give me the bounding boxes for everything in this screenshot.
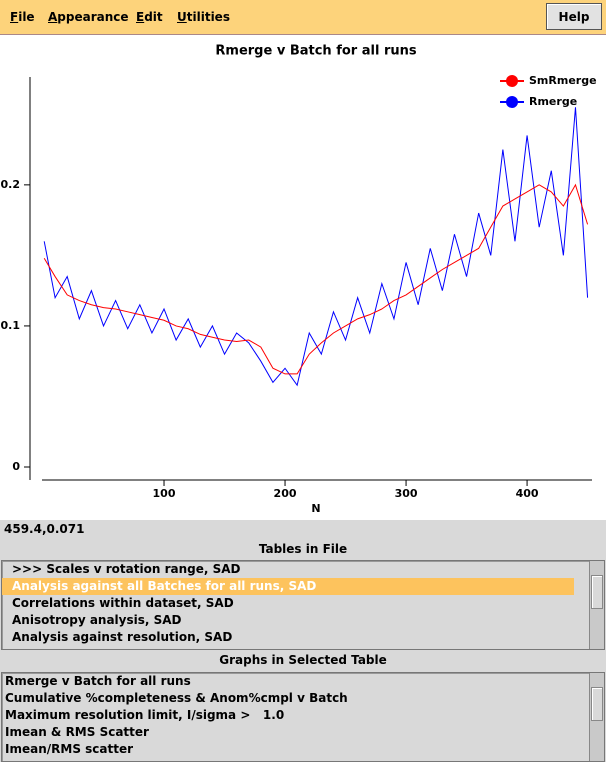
scroll-thumb[interactable] — [591, 687, 603, 721]
x-axis-label: N — [311, 502, 320, 515]
scrollbar[interactable] — [589, 673, 604, 761]
menu-edit[interactable]: Edit — [136, 10, 163, 24]
tables-heading: Tables in File — [258, 542, 348, 556]
graphs-list: Rmerge v Batch for all runs Cumulative %c… — [1, 672, 605, 762]
y-tick-label: 0.1 — [1, 319, 21, 332]
legend-label: SmRmerge — [529, 74, 597, 87]
list-item[interactable]: Analysis against all Batches for all run… — [2, 578, 574, 595]
scroll-thumb[interactable] — [591, 575, 603, 609]
help-button[interactable]: Help — [546, 3, 602, 30]
legend-marker — [506, 75, 518, 87]
chart: Rmerge v Batch for all runs N 100 200 300 4… — [0, 35, 606, 520]
x-tick-label: 100 — [153, 487, 176, 500]
scrollbar[interactable] — [589, 561, 604, 649]
list-item[interactable]: Cumulative %completeness & Anom%cmpl v B… — [5, 691, 348, 705]
chart-title: Rmerge v Batch for all runs — [215, 44, 416, 59]
x-tick-label: 200 — [274, 487, 297, 500]
graphs-heading: Graphs in Selected Table — [219, 653, 387, 667]
y-tick-label: 0 — [12, 460, 20, 473]
list-item[interactable]: Imean/RMS scatter — [5, 742, 134, 756]
menu-appearance[interactable]: Appearance — [48, 10, 129, 24]
list-item[interactable]: >>> Scales v rotation range, SAD — [12, 562, 241, 576]
series-line — [43, 183, 589, 375]
list-item[interactable]: Correlations within dataset, SAD — [12, 596, 234, 610]
list-item[interactable]: Anisotropy analysis, SAD — [12, 613, 182, 627]
menu-file[interactable]: File — [10, 10, 35, 24]
menu-bar: File Appearance Edit Utilities Help — [0, 0, 606, 35]
tables-list: >>> Scales v rotation range, SAD Analysis… — [1, 560, 605, 650]
list-item[interactable]: Rmerge v Batch for all runs — [5, 674, 191, 688]
status-text: 459.4,0.071 — [4, 522, 85, 536]
list-item[interactable]: Imean & RMS Scatter — [5, 725, 149, 739]
x-tick-label: 300 — [395, 487, 418, 500]
series-line — [43, 107, 589, 387]
list-item[interactable]: Analysis against resolution, SAD — [12, 630, 233, 644]
legend-marker — [506, 96, 518, 108]
y-tick-label: 0.2 — [1, 178, 21, 191]
x-tick-label: 400 — [516, 487, 539, 500]
legend-label: Rmerge — [529, 95, 577, 108]
menu-utilities[interactable]: Utilities — [177, 10, 230, 24]
list-item[interactable]: Maximum resolution limit, I/sigma > 1.0 — [5, 708, 285, 722]
